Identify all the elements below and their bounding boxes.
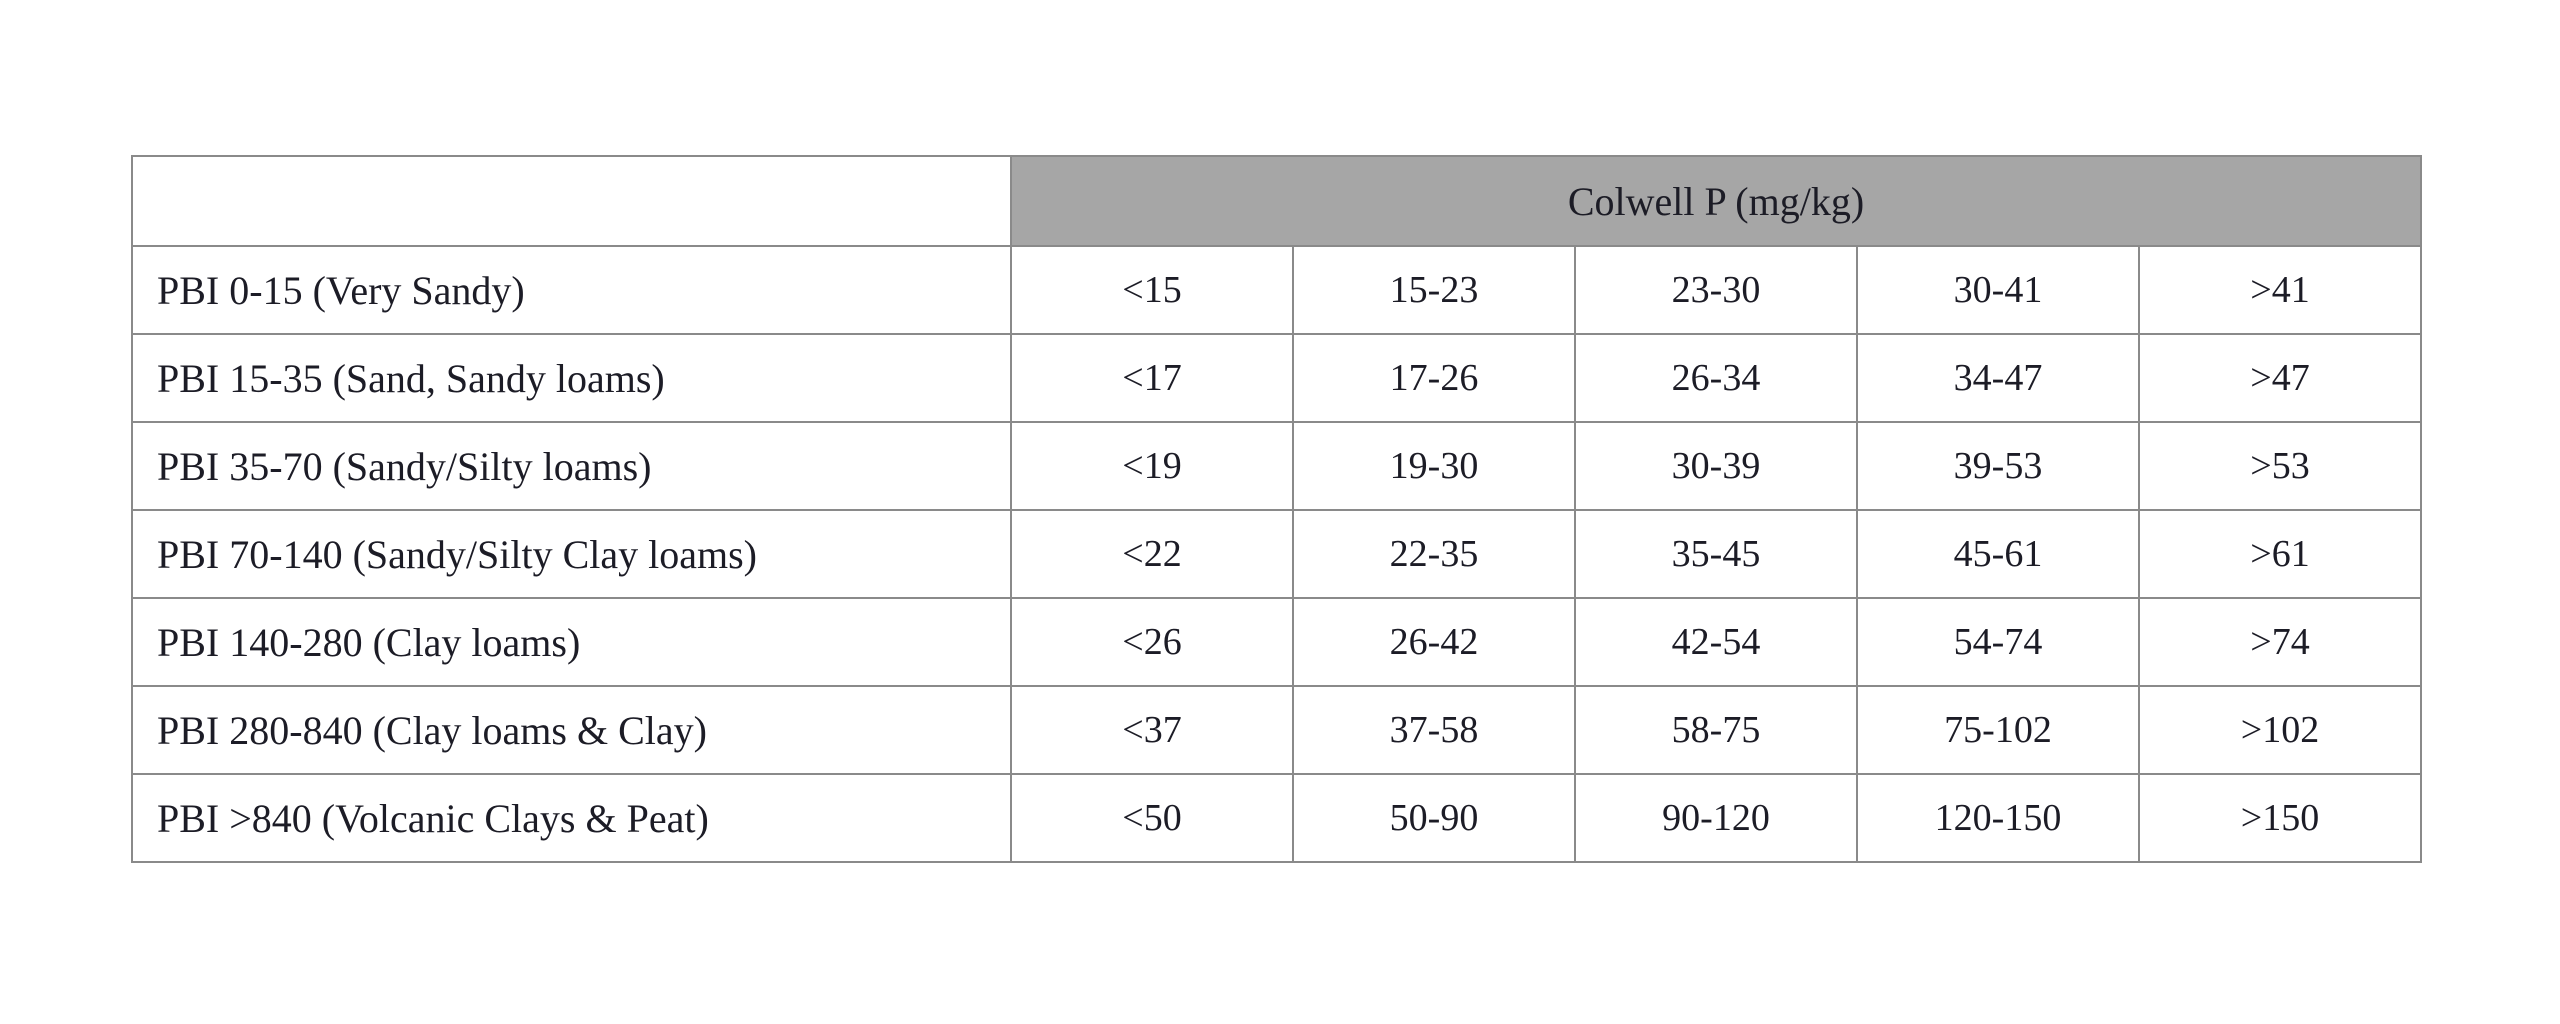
row-label-pbi-70-140: PBI 70-140 (Sandy/Silty Clay loams) — [131, 509, 1012, 599]
cell-value: 23-30 — [1574, 245, 1858, 335]
cell-value: 39-53 — [1856, 421, 2140, 511]
row-label-pbi-140-280: PBI 140-280 (Clay loams) — [131, 597, 1012, 687]
cell-value: 19-30 — [1292, 421, 1576, 511]
cell-value: 35-45 — [1574, 509, 1858, 599]
colwell-p-table-container: Colwell P (mg/kg) PBI 0-15 (Very Sandy) … — [131, 155, 2422, 863]
cell-value: >47 — [2138, 333, 2422, 423]
cell-value: 120-150 — [1856, 773, 2140, 863]
header-row: Colwell P (mg/kg) — [131, 155, 2422, 247]
cell-value: 30-39 — [1574, 421, 1858, 511]
row-label-pbi-0-15: PBI 0-15 (Very Sandy) — [131, 245, 1012, 335]
row-label-pbi-15-35: PBI 15-35 (Sand, Sandy loams) — [131, 333, 1012, 423]
cell-value: >102 — [2138, 685, 2422, 775]
row-label-pbi-280-840: PBI 280-840 (Clay loams & Clay) — [131, 685, 1012, 775]
table-row: PBI 0-15 (Very Sandy) <15 15-23 23-30 30… — [131, 245, 2422, 335]
cell-value: >74 — [2138, 597, 2422, 687]
row-label-pbi-gt-840: PBI >840 (Volcanic Clays & Peat) — [131, 773, 1012, 863]
cell-value: 37-58 — [1292, 685, 1576, 775]
empty-corner-cell — [131, 155, 1012, 247]
cell-value: 15-23 — [1292, 245, 1576, 335]
cell-value: >53 — [2138, 421, 2422, 511]
cell-value: 26-42 — [1292, 597, 1576, 687]
cell-value: >61 — [2138, 509, 2422, 599]
cell-value: 26-34 — [1574, 333, 1858, 423]
cell-value: 17-26 — [1292, 333, 1576, 423]
cell-value: 50-90 — [1292, 773, 1576, 863]
cell-value: <37 — [1010, 685, 1294, 775]
cell-value: 45-61 — [1856, 509, 2140, 599]
cell-value: 54-74 — [1856, 597, 2140, 687]
table-row: PBI 140-280 (Clay loams) <26 26-42 42-54… — [131, 597, 2422, 687]
cell-value: <26 — [1010, 597, 1294, 687]
cell-value: <15 — [1010, 245, 1294, 335]
cell-value: 90-120 — [1574, 773, 1858, 863]
table-row: PBI 15-35 (Sand, Sandy loams) <17 17-26 … — [131, 333, 2422, 423]
colwell-p-header: Colwell P (mg/kg) — [1010, 155, 2422, 247]
cell-value: <22 — [1010, 509, 1294, 599]
table-row: PBI 280-840 (Clay loams & Clay) <37 37-5… — [131, 685, 2422, 775]
cell-value: 34-47 — [1856, 333, 2140, 423]
cell-value: >150 — [2138, 773, 2422, 863]
cell-value: <19 — [1010, 421, 1294, 511]
cell-value: <17 — [1010, 333, 1294, 423]
row-label-pbi-35-70: PBI 35-70 (Sandy/Silty loams) — [131, 421, 1012, 511]
cell-value: >41 — [2138, 245, 2422, 335]
cell-value: 58-75 — [1574, 685, 1858, 775]
cell-value: 22-35 — [1292, 509, 1576, 599]
table-row: PBI 70-140 (Sandy/Silty Clay loams) <22 … — [131, 509, 2422, 599]
cell-value: 42-54 — [1574, 597, 1858, 687]
cell-value: <50 — [1010, 773, 1294, 863]
cell-value: 75-102 — [1856, 685, 2140, 775]
cell-value: 30-41 — [1856, 245, 2140, 335]
table-row: PBI >840 (Volcanic Clays & Peat) <50 50-… — [131, 773, 2422, 863]
table-row: PBI 35-70 (Sandy/Silty loams) <19 19-30 … — [131, 421, 2422, 511]
colwell-p-table: Colwell P (mg/kg) PBI 0-15 (Very Sandy) … — [131, 155, 2422, 863]
